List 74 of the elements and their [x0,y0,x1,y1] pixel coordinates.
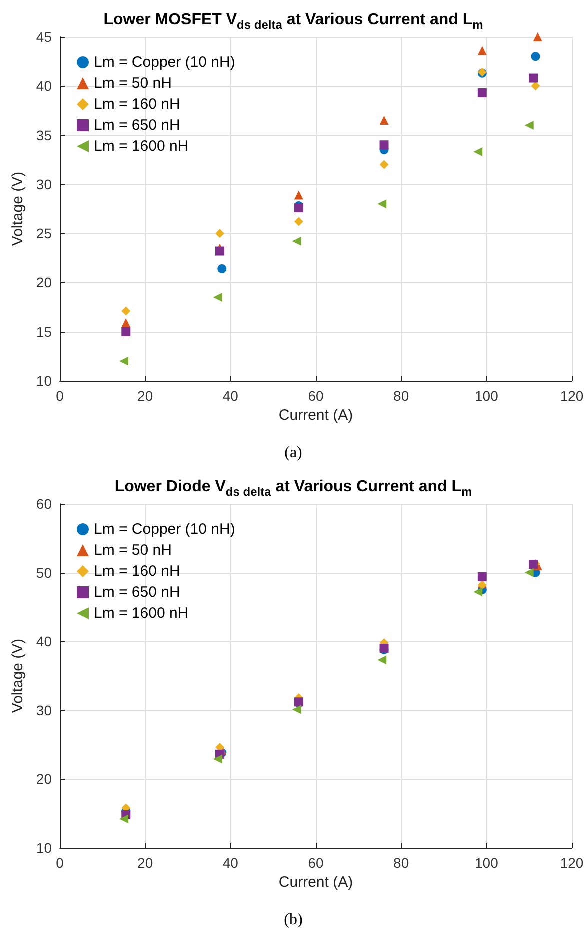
x-tick-label: 40 [222,388,239,404]
x-axis-title: Current (A) [278,406,354,424]
point [292,705,302,714]
point [213,292,222,302]
point [122,318,131,328]
point [380,116,389,126]
x-tick-label: 100 [474,388,499,404]
point [380,160,389,170]
point [380,140,389,150]
y-tick-label: 20 [36,274,52,291]
y-tick-label: 45 [36,29,52,45]
text: (b) [284,912,303,928]
y-tick-label: 50 [36,564,52,581]
point [474,588,483,597]
y-tick-label: 25 [36,226,52,242]
point [213,754,222,764]
point [120,356,128,366]
y-tick-label: 40 [36,78,52,94]
legend-label: Lm = 160 nH [94,96,180,113]
text: (a) [284,444,302,462]
y-tick-label: 10 [36,840,52,856]
legend-label: Lm = Copper (10 nH) [94,54,236,71]
y-tick-label: 15 [36,324,52,340]
x-tick-label: 80 [394,388,410,404]
point [533,32,542,42]
point [292,236,302,246]
y-tick-label: 20 [36,771,52,788]
point [524,568,534,578]
x-tick-label: 120 [560,855,584,871]
point [378,656,387,665]
y-axis-title: Voltage (V) [10,172,27,246]
point [531,52,540,62]
x-tick-label: 60 [308,855,324,871]
y-tick-label: 60 [36,496,52,512]
x-axis-title: Current (A) [278,874,354,891]
x-tick-label: 0 [56,388,64,404]
point [294,217,304,226]
point [478,88,487,98]
point [478,46,487,56]
point [294,190,304,200]
point [122,327,131,336]
legend-label: Lm = 50 nH [94,542,172,559]
legend-label: Lm = 160 nH [94,563,180,580]
point [474,147,483,156]
y-tick-label: 40 [36,634,52,650]
point [122,306,131,316]
x-tick-label: 20 [138,388,154,404]
x-tick-label: 120 [560,388,584,404]
legend-label: Lm = 1600 nH [94,605,189,622]
y-tick-label: 10 [36,373,52,389]
point [378,200,387,209]
legend-label: Lm = Copper (10 nH) [94,521,236,538]
point [216,246,224,256]
x-tick-label: 100 [474,855,499,871]
point [120,814,128,824]
point [531,82,540,91]
x-tick-label: 60 [308,388,324,404]
point [216,229,224,238]
x-tick-label: 0 [56,855,64,871]
point [524,120,534,130]
point [218,264,227,274]
point [478,572,487,582]
x-tick-label: 40 [222,855,239,871]
y-tick-label: 30 [36,176,52,192]
y-tick-label: 30 [36,702,52,718]
point [529,74,538,83]
y-tick-label: 35 [36,127,52,144]
legend-label: Lm = 50 nH [94,75,172,92]
legend-label: Lm = 650 nH [94,584,180,601]
legend-label: Lm = 650 nH [94,117,180,134]
y-axis-title: Voltage (V) [10,638,27,714]
x-tick-label: 20 [138,855,154,871]
x-tick-label: 80 [394,855,410,871]
legend-label: Lm = 1600 nH [94,138,189,155]
